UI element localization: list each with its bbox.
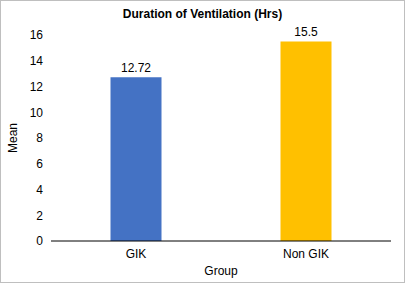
svg-text:Group: Group xyxy=(204,264,238,278)
svg-text:12: 12 xyxy=(30,80,44,94)
svg-text:14: 14 xyxy=(30,54,44,68)
svg-text:2: 2 xyxy=(36,209,43,223)
svg-text:16: 16 xyxy=(30,28,44,42)
svg-text:0: 0 xyxy=(36,234,43,248)
svg-text:GIK: GIK xyxy=(126,247,147,261)
svg-text:6: 6 xyxy=(36,157,43,171)
svg-text:10: 10 xyxy=(30,106,44,120)
svg-text:8: 8 xyxy=(36,131,43,145)
svg-text:Non GIK: Non GIK xyxy=(283,247,329,261)
svg-text:12.72: 12.72 xyxy=(121,61,151,75)
svg-text:15.5: 15.5 xyxy=(294,25,318,39)
html-text:Duration of Ventilation (Hrs): Duration of Ventilation (Hrs) xyxy=(122,7,283,21)
svg-text:4: 4 xyxy=(36,183,43,197)
svg-text:Mean: Mean xyxy=(8,123,20,153)
